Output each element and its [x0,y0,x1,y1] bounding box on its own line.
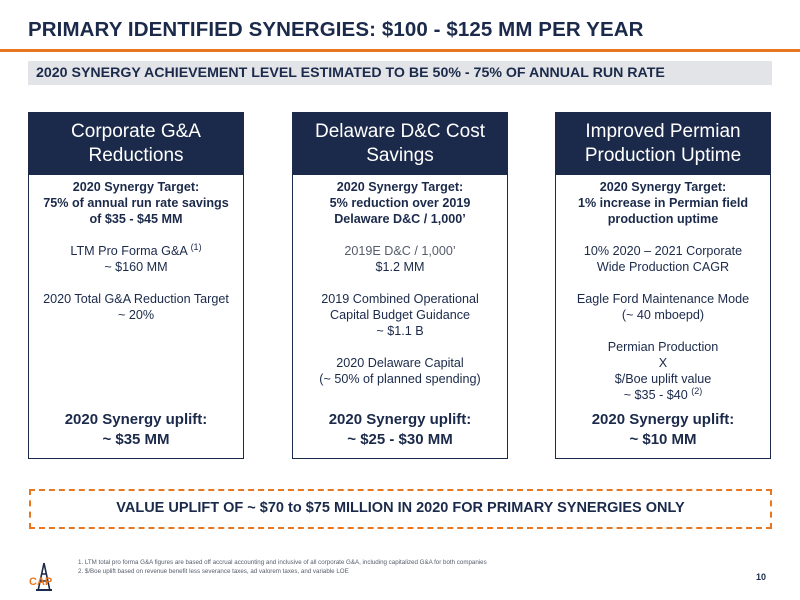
column-body: 2020 Synergy Target: 75% of annual run r… [29,175,243,458]
ltm-ga-item: LTM Pro Forma G&A (1) ~ $160 MM [29,241,243,275]
column-heading: Corporate G&A Reductions [29,113,243,175]
uplift-label: 2020 Synergy uplift: [328,411,472,428]
uplift-label: 2020 Synergy uplift: [591,411,735,428]
synergy-uplift: 2020 Synergy uplift: ~ $10 MM [556,410,770,450]
target-line: of $35 - $45 MM [89,212,183,227]
target-line: Delaware D&C / 1,000’ [334,212,466,227]
item-value: ~ 20% [117,308,155,323]
column-permian-uptime: Improved Permian Production Uptime 2020 … [555,112,771,459]
page-title: PRIMARY IDENTIFIED SYNERGIES: $100 - $12… [28,18,644,41]
item-text: 2020 Delaware Capital [336,356,464,370]
heading-line: Improved Permian [585,121,741,142]
synergy-uplift: 2020 Synergy uplift: ~ $25 - $30 MM [293,410,507,450]
synergy-target: 2020 Synergy Target: 1% increase in Perm… [556,179,770,227]
item-text: (~ 50% of planned spending) [319,372,481,387]
footnote-ref: (2) [691,386,703,397]
ga-reduction-item: 2020 Total G&A Reduction Target ~ 20% [29,291,243,323]
heading-line: Delaware D&C Cost [315,121,485,142]
oil-derrick-logo-icon: CAP [29,562,52,592]
heading-line: Reductions [88,145,184,166]
column-corporate-ga: Corporate G&A Reductions 2020 Synergy Ta… [28,112,244,459]
footnote-ref: (1) [190,241,202,252]
item-text: 2019E D&C / 1,000’ [344,244,456,258]
synergy-target: 2020 Synergy Target: 75% of annual run r… [29,179,243,227]
item-value: (~ 40 mboepd) [621,308,705,323]
subtitle-text: 2020 SYNERGY ACHIEVEMENT LEVEL ESTIMATED… [36,65,665,81]
item-text: Capital Budget Guidance [329,308,471,323]
target-label: 2020 Synergy Target: [72,180,200,194]
heading-line: Corporate G&A [71,121,201,142]
uplift-value: ~ $35 MM [102,431,170,448]
item-value: $1.2 MM [375,260,425,275]
item-value: ~ $160 MM [104,260,168,275]
heading-line: Savings [366,145,434,166]
target-line: 5% reduction over 2019 [329,196,471,211]
target-line: production uptime [607,212,719,227]
target-label: 2020 Synergy Target: [599,180,727,194]
item-text: $/Boe uplift value [614,372,712,387]
value-uplift-callout: VALUE UPLIFT OF ~ $70 to $75 MILLION IN … [29,489,772,529]
production-cagr-item: 10% 2020 – 2021 Corporate Wide Productio… [556,243,770,275]
item-value: ~ $35 - $40 [623,388,688,403]
footnotes: 1. LTM total pro forma G&A figures are b… [78,559,487,576]
column-delaware-dc: Delaware D&C Cost Savings 2020 Synergy T… [292,112,508,459]
subtitle-bar: 2020 SYNERGY ACHIEVEMENT LEVEL ESTIMATED… [28,61,772,85]
item-text: Permian Production [607,340,719,354]
item-text: Wide Production CAGR [596,260,730,275]
item-text: LTM Pro Forma G&A [70,244,188,258]
capital-budget-item: 2019 Combined Operational Capital Budget… [293,291,507,339]
column-body: 2020 Synergy Target: 1% increase in Perm… [556,175,770,458]
target-label: 2020 Synergy Target: [336,180,464,194]
column-heading: Delaware D&C Cost Savings [293,113,507,175]
footnote: 1. LTM total pro forma G&A figures are b… [78,559,487,566]
synergy-uplift: 2020 Synergy uplift: ~ $35 MM [29,410,243,450]
delaware-capital-item: 2020 Delaware Capital (~ 50% of planned … [293,355,507,387]
item-value: ~ $1.1 B [376,324,424,339]
logo-letter: CAP [29,576,52,588]
item-text: Eagle Ford Maintenance Mode [576,292,750,306]
item-text: 2020 Total G&A Reduction Target [43,292,229,306]
permian-production-item: Permian Production X $/Boe uplift value … [556,339,770,403]
item-text: 10% 2020 – 2021 Corporate [583,244,743,258]
target-line: 75% of annual run rate savings [43,196,229,211]
footnote: 2. $/Boe uplift based on revenue benefit… [78,567,349,575]
heading-line: Production Uptime [584,145,742,166]
title-divider [0,49,800,52]
item-text: 2019 Combined Operational [321,292,479,306]
eagle-ford-item: Eagle Ford Maintenance Mode (~ 40 mboepd… [556,291,770,323]
uplift-label: 2020 Synergy uplift: [64,411,208,428]
uplift-value: ~ $25 - $30 MM [347,431,453,448]
target-line: 1% increase in Permian field [577,196,749,211]
value-uplift-text: VALUE UPLIFT OF ~ $70 to $75 MILLION IN … [116,500,685,516]
dc-cost-item: 2019E D&C / 1,000’ $1.2 MM [293,243,507,275]
column-heading: Improved Permian Production Uptime [556,113,770,175]
page-number: 10 [755,572,766,582]
item-text: X [658,356,668,371]
synergy-target: 2020 Synergy Target: 5% reduction over 2… [293,179,507,227]
column-body: 2020 Synergy Target: 5% reduction over 2… [293,175,507,458]
uplift-value: ~ $10 MM [629,431,697,448]
